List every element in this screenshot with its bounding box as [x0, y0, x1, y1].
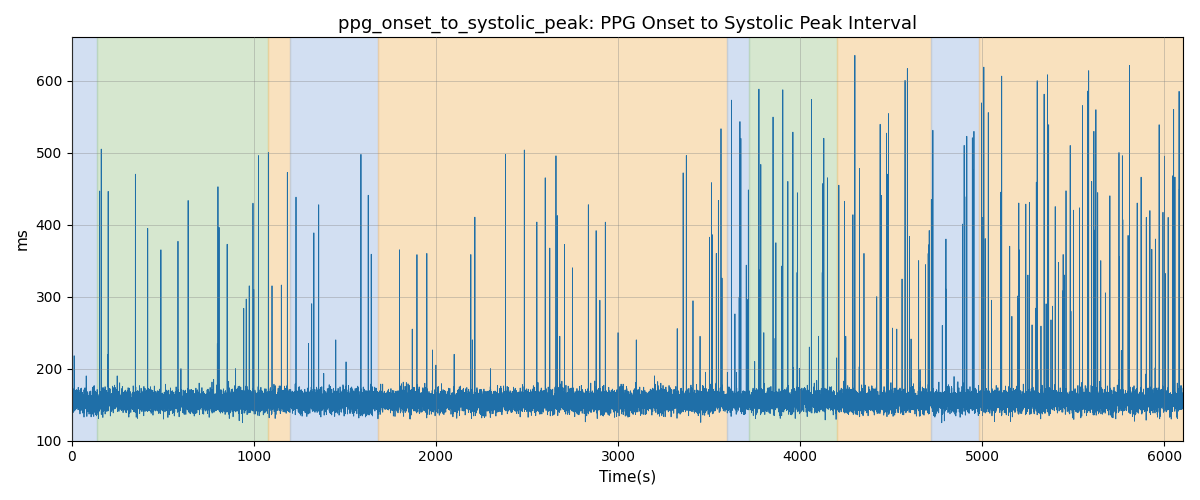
- Bar: [72, 38, 97, 440]
- Title: ppg_onset_to_systolic_peak: PPG Onset to Systolic Peak Interval: ppg_onset_to_systolic_peak: PPG Onset to…: [337, 15, 917, 34]
- Bar: [727, 38, 749, 440]
- Bar: [378, 38, 727, 440]
- Bar: [290, 38, 378, 440]
- Bar: [979, 38, 1183, 440]
- Bar: [97, 38, 269, 440]
- Bar: [931, 38, 979, 440]
- Bar: [836, 38, 931, 440]
- Bar: [269, 38, 290, 440]
- Y-axis label: ms: ms: [16, 228, 30, 250]
- X-axis label: Time(s): Time(s): [599, 470, 655, 485]
- Bar: [749, 38, 836, 440]
